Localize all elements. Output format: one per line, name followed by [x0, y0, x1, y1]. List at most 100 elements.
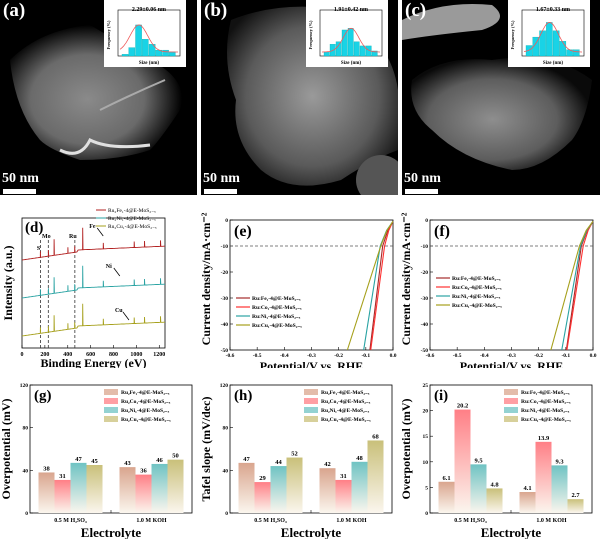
scale-bar-b: [204, 189, 237, 194]
y-axis-label: Current density/mA·cm⁻²: [200, 212, 213, 345]
legend-label: Ru₂Co₁-4@E-MoS₂₋ₓ: [321, 399, 371, 405]
inset-ylabel: Frequency (%): [106, 20, 111, 50]
y-axis-label: Overpotential (mV): [0, 399, 13, 500]
y-tick-label: 80: [223, 426, 229, 432]
size-histogram-b: 1.91±0.42 nm Size (nm) Frequency (%): [306, 0, 388, 67]
bar-value-label: 45: [91, 458, 98, 465]
bar: [551, 465, 568, 513]
tem-panel-c: (c) 50 nm 1.67±0.33 nm Size (nm) Frequency…: [402, 0, 600, 195]
bar: [135, 474, 152, 513]
panel-label: (e): [234, 223, 252, 240]
bar-value-label: 42: [324, 461, 331, 468]
x-tick-label: -0.2: [534, 353, 543, 359]
legend-label: Ru:Cu₁-4@E-MoS₂₋ₓ: [521, 417, 571, 423]
x-tick-label: 0: [21, 352, 24, 358]
y-tick-label: 25: [423, 383, 429, 389]
legend-swatch: [504, 407, 518, 413]
x-tick-label: 0.0: [390, 353, 397, 359]
lsv-curve: [346, 220, 394, 351]
histogram-bar: [573, 49, 580, 57]
bar-value-label: 31: [340, 473, 347, 480]
legend-label: Ru₂Fe₁-4@E-MoS₂₋ₓ: [321, 390, 370, 396]
annotation-arrow: [113, 267, 121, 277]
x-tick-label: -0.6: [426, 353, 435, 359]
x-axis-label: Binding Energy (eV): [40, 356, 146, 368]
x-tick-label: 400: [63, 352, 72, 358]
legend-label: Ru:Cu₁-4@E-MoS₂₋ₓ: [452, 303, 502, 309]
histogram-bar: [162, 49, 169, 57]
y-tick-label: 120: [220, 383, 229, 389]
bar-value-label: 48: [356, 455, 363, 462]
histogram-bar: [347, 28, 354, 57]
legend-swatch: [304, 416, 318, 422]
bar: [319, 468, 336, 513]
legend-swatch: [304, 398, 318, 404]
legend-label: Ru:Co₁-4@E-MoS₂₋ₓ: [252, 305, 302, 311]
panel-label-b: (b): [204, 0, 228, 21]
x-tick-label: -0.2: [334, 353, 343, 359]
y-tick-label: 5: [425, 485, 428, 491]
y-tick-label: -20: [421, 270, 429, 276]
element-annotation: Cu: [115, 308, 123, 314]
y-tick-label: 15: [423, 434, 429, 440]
x-tick-label: -0.3: [507, 353, 516, 359]
legend-swatch: [104, 389, 118, 395]
bar: [286, 457, 303, 513]
bar: [335, 479, 352, 513]
inset-xlabel: Size (nm): [543, 61, 563, 66]
legend-swatch: [104, 407, 118, 413]
legend-swatch: [304, 407, 318, 413]
legend-swatch: [104, 398, 118, 404]
legend-swatch: [504, 398, 518, 404]
x-category-label: 0.5 M H₂SO₄: [454, 518, 487, 524]
bar: [535, 441, 552, 513]
histogram-bar: [169, 51, 176, 57]
x-tick-label: 600: [86, 352, 95, 358]
x-tick-label: 1000: [130, 352, 142, 358]
inset-ylabel: Frequency (%): [308, 20, 313, 50]
bar-value-label: 47: [75, 456, 82, 463]
legend-label: Ru₂Fe₁-4@E-MoS₂₋ₓ: [121, 390, 170, 396]
legend-label: Ru₂Cu₁-4@E-MoS₂₋ₓ: [121, 417, 171, 423]
axes-frame: [21, 217, 166, 349]
bar-value-label: 9.3: [555, 458, 564, 465]
legend-label: Ru:Fe₁-4@E-MoS₂₋ₓ: [452, 276, 501, 282]
x-tick-label: 800: [109, 352, 118, 358]
panel-label: (g): [34, 388, 52, 404]
histogram-bar: [359, 45, 366, 57]
tem-image-c: [402, 4, 592, 170]
histogram-bar: [559, 41, 567, 57]
legend-label: Ru:Co₀-4@E-MoS₂₋ₓ: [452, 285, 502, 291]
bar-value-label: 50: [172, 453, 179, 460]
x-axis-label: Potential/V vs. RHE: [260, 359, 363, 368]
histogram-bar: [128, 47, 136, 57]
histogram-bar: [546, 22, 553, 57]
panel-label: (d): [25, 220, 43, 236]
legend-label: Ru:Ni₁-4@E-MoS₂₋ₓ: [252, 314, 301, 320]
bar-value-label: 31: [59, 473, 66, 480]
x-tick-label: -0.3: [307, 353, 316, 359]
histogram-bar: [341, 29, 348, 57]
tem-panel-a: (a) 50 nm 2.29±0.06 nm Size (nm) Frequency…: [0, 0, 197, 195]
histogram-bar: [135, 24, 142, 57]
bar-value-label: 38: [43, 465, 50, 472]
y-tick-label: 0: [425, 511, 428, 517]
bar: [167, 459, 184, 513]
element-label: Mo: [42, 234, 51, 240]
legend-label: Ru₂Cu₁-4@E-MoS₂₋ₓ: [321, 417, 371, 423]
bar: [238, 462, 255, 513]
bar: [270, 466, 287, 513]
bar-value-label: 13.9: [538, 435, 550, 442]
histogram-bar: [371, 50, 378, 57]
xps-series-line: [21, 303, 165, 337]
y-tick-label: 0: [425, 218, 428, 224]
inset-ylabel: Frequency (%): [510, 20, 515, 50]
x-tick-label: -0.5: [453, 353, 462, 359]
lsv-curve: [566, 221, 594, 351]
y-tick-label: 120: [20, 383, 29, 389]
inset-title: 1.91±0.42 nm: [334, 7, 368, 13]
gaussian-fit-curve: [119, 24, 178, 53]
x-tick-label: -0.4: [480, 353, 489, 359]
y-tick-label: -10: [421, 244, 429, 250]
x-tick-label: 200: [40, 352, 49, 358]
